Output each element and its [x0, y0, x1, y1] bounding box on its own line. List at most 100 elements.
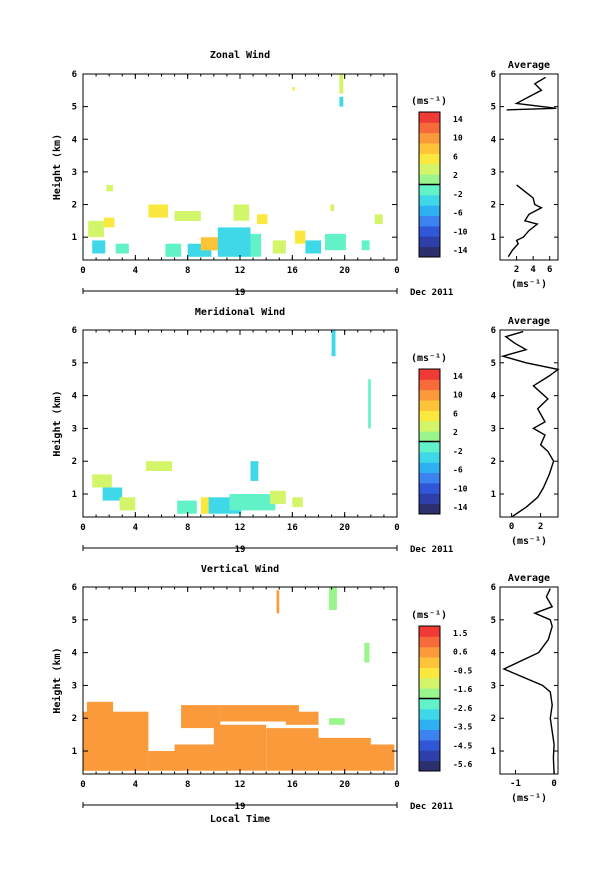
- heatmap-cell: [285, 711, 319, 725]
- y-tick-label: 6: [72, 70, 77, 80]
- colorbar: (ms⁻¹) 14 10 6 2 -2 -6 -10 -14: [411, 96, 468, 258]
- heatmap-cell: [339, 96, 344, 107]
- heatmap-cell: [220, 705, 299, 722]
- colorbar-swatch: [419, 482, 440, 494]
- heatmap-cell: [115, 243, 129, 254]
- colorbar-swatch: [419, 163, 440, 175]
- y-tick-label: 6: [72, 326, 77, 336]
- colorbar-swatch: [419, 205, 440, 216]
- average-frame: [499, 73, 559, 261]
- average-profile-line-upper: [506, 76, 557, 111]
- colorbar-tick-label: 10: [453, 134, 463, 143]
- heatmap-cell: [103, 217, 115, 228]
- x-tick-label: 0: [80, 266, 85, 276]
- date-label: Dec 2011: [410, 802, 453, 812]
- colorbar-swatch: [419, 503, 440, 515]
- y-tick-label: 1: [72, 747, 77, 757]
- colorbar-swatch: [419, 215, 440, 227]
- heatmap-cell: [148, 751, 182, 771]
- x-tick-label: 8: [185, 780, 190, 790]
- heatmap-cell: [364, 744, 395, 771]
- colorbar-swatch: [419, 143, 440, 154]
- heatmap-cell: [331, 330, 336, 357]
- average-x-tick-label: 0: [551, 779, 556, 789]
- average-unit: (ms⁻¹): [511, 793, 547, 804]
- colorbar-swatch: [419, 431, 440, 442]
- x-tick-label: 16: [287, 266, 298, 276]
- average-y-tick-label: 1: [491, 747, 496, 757]
- colorbar-swatch: [419, 688, 440, 699]
- x-tick-label: 8: [185, 523, 190, 533]
- colorbar-tick-label: -14: [453, 503, 468, 512]
- date-label: Dec 2011: [410, 288, 453, 298]
- colorbar-tick-label: -6: [453, 466, 463, 475]
- heatmap-cell: [217, 227, 251, 257]
- y-axis-label: Height (km): [51, 390, 63, 456]
- x-tick-label: 0: [394, 523, 399, 533]
- heatmap-cell: [294, 230, 306, 244]
- colorbar-swatch: [419, 174, 440, 185]
- colorbar-tick-label: -3.5: [453, 723, 472, 732]
- average-y-tick-label: 2: [491, 457, 496, 467]
- colorbar-swatch: [419, 739, 440, 751]
- colorbar: (ms⁻¹) 1.5 0.6 -0.5 -1.6 -2.6 -3.5 -4.5 -5.6: [411, 610, 472, 772]
- colorbar-swatch: [419, 236, 440, 248]
- heatmap-cell: [329, 718, 345, 725]
- y-tick-label: 5: [72, 103, 77, 113]
- y-tick-label: 3: [72, 424, 77, 434]
- average-panel: Average 1 2 3 4 5 6 -1 0 (ms⁻¹): [491, 573, 559, 804]
- average-x-tick-label: 4: [530, 265, 536, 275]
- colorbar-swatch: [419, 698, 440, 710]
- heatmap-cell: [276, 590, 280, 614]
- y-tick-label: 5: [72, 359, 77, 369]
- colorbar-tick-label: -2.6: [453, 704, 472, 713]
- colorbar-swatch: [419, 636, 440, 648]
- colorbar-swatch: [419, 410, 440, 422]
- y-tick-label: 5: [72, 616, 77, 626]
- average-x-tick-label: 2: [538, 522, 543, 532]
- colorbar-tick-label: 2: [453, 428, 458, 437]
- y-tick-label: 4: [72, 392, 78, 402]
- heatmap-cell: [119, 497, 136, 511]
- heatmap-cells: [83, 587, 395, 771]
- x-tick-label: 20: [339, 780, 350, 790]
- heatmap-cell: [102, 487, 123, 501]
- heatmap-cell: [305, 240, 322, 254]
- heatmap-cell: [266, 728, 319, 771]
- y-tick-label: 4: [72, 135, 78, 145]
- heatmap-cell: [145, 461, 172, 471]
- x-tick-label: 0: [80, 780, 85, 790]
- heatmap-cell: [233, 204, 250, 221]
- average-x-tick-label: -1: [510, 779, 521, 789]
- x-tick-label: 12: [235, 523, 246, 533]
- average-y-tick-label: 5: [491, 359, 496, 369]
- date-label: Dec 2011: [410, 545, 453, 555]
- average-y-tick-label: 4: [491, 649, 497, 659]
- colorbar-swatch: [419, 122, 440, 134]
- y-tick-label: 3: [72, 681, 77, 691]
- day-label: 19: [235, 288, 246, 298]
- heatmap-cell: [339, 74, 344, 94]
- heatmap-cell: [272, 240, 286, 254]
- colorbar-tick-label: -2: [453, 447, 463, 456]
- heatmap-cell: [330, 204, 335, 211]
- heatmap-cell: [270, 490, 286, 504]
- average-y-tick-label: 1: [491, 233, 496, 243]
- x-tick-label: 20: [339, 523, 350, 533]
- colorbar-unit: (ms⁻¹): [411, 96, 447, 107]
- average-x-tick-label: 6: [547, 265, 552, 275]
- colorbar-swatch: [419, 132, 440, 144]
- colorbar-swatch: [419, 667, 440, 679]
- average-title: Average: [508, 573, 550, 584]
- x-axis-label: Local Time: [210, 813, 270, 825]
- colorbar-swatch: [419, 420, 440, 432]
- y-tick-label: 2: [72, 201, 77, 211]
- colorbar-tick-label: 14: [453, 115, 463, 124]
- heatmap-cells: [92, 330, 371, 514]
- heatmap-cell: [165, 243, 182, 257]
- heatmap-cell: [292, 497, 303, 508]
- colorbar: (ms⁻¹) 14 10 6 2 -2 -6 -10 -14: [411, 353, 468, 515]
